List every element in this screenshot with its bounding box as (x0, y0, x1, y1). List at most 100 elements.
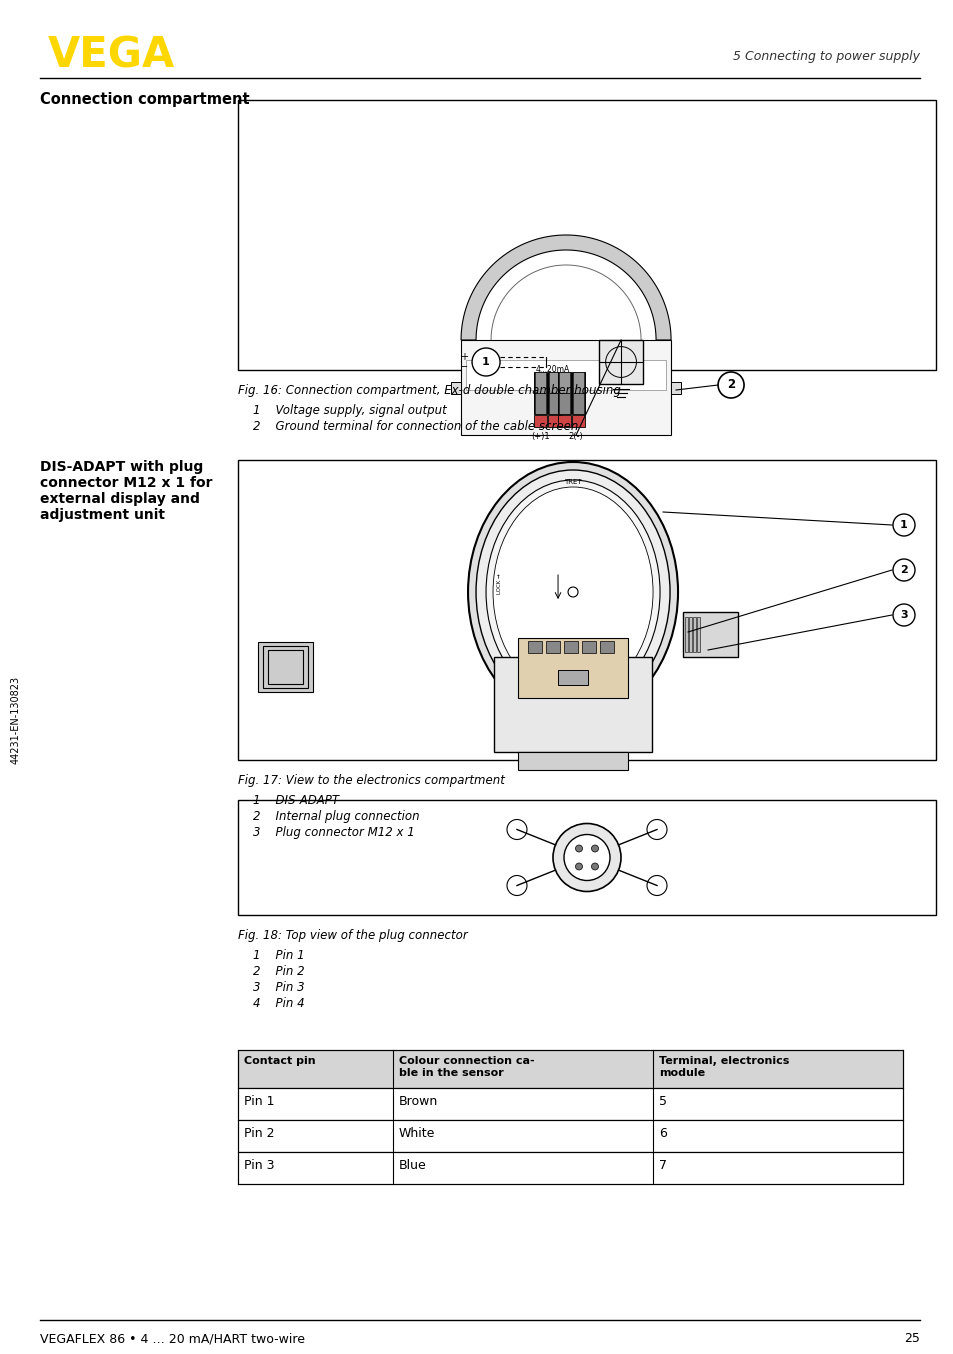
Text: +: + (459, 352, 468, 362)
Bar (572, 414, 584, 427)
Circle shape (718, 372, 743, 398)
Bar (682, 612, 738, 657)
Circle shape (892, 515, 914, 536)
Text: 1    DIS-ADAPT: 1 DIS-ADAPT (253, 793, 338, 807)
Bar (528, 640, 541, 653)
Ellipse shape (468, 462, 678, 722)
Bar (558, 372, 570, 393)
Text: White: White (398, 1127, 435, 1140)
Bar (563, 640, 578, 653)
Bar (237, 1152, 902, 1183)
Bar (549, 372, 559, 393)
Ellipse shape (493, 487, 653, 697)
Text: 6: 6 (659, 1127, 666, 1140)
Text: 3    Plug connector M12 x 1: 3 Plug connector M12 x 1 (253, 826, 415, 839)
Bar (263, 646, 308, 688)
Bar (494, 657, 651, 751)
Bar (558, 670, 587, 685)
Bar (558, 414, 571, 427)
Text: Fig. 16: Connection compartment, Ex-d double chamber housing: Fig. 16: Connection compartment, Ex-d do… (237, 385, 620, 397)
Text: Contact pin: Contact pin (244, 1056, 315, 1066)
Circle shape (575, 845, 582, 852)
Text: 2: 2 (900, 565, 907, 575)
Text: 1    Voltage supply, signal output: 1 Voltage supply, signal output (253, 403, 446, 417)
Circle shape (506, 819, 526, 839)
Bar (684, 617, 687, 653)
Polygon shape (460, 236, 670, 340)
Bar (466, 360, 665, 390)
Circle shape (563, 834, 609, 880)
Text: Brown: Brown (398, 1095, 437, 1108)
Circle shape (591, 845, 598, 852)
Text: VEGA: VEGA (48, 35, 175, 77)
Bar (547, 414, 560, 427)
Text: 5 Connecting to power supply: 5 Connecting to power supply (732, 50, 919, 64)
Text: 2    Pin 2: 2 Pin 2 (253, 965, 304, 978)
Text: adjustment unit: adjustment unit (40, 508, 165, 523)
Text: 2    Internal plug connection: 2 Internal plug connection (253, 810, 419, 823)
Bar (572, 372, 584, 414)
Text: LOCK →: LOCK → (497, 574, 501, 594)
Text: 2: 2 (726, 379, 735, 391)
Bar (573, 372, 583, 393)
Bar (451, 382, 460, 394)
Circle shape (591, 862, 598, 871)
Bar (535, 393, 545, 414)
Text: 5: 5 (659, 1095, 666, 1108)
Text: 4    Pin 4: 4 Pin 4 (253, 997, 304, 1010)
Bar (697, 617, 700, 653)
Bar (688, 617, 691, 653)
Bar (545, 640, 559, 653)
Bar (237, 460, 935, 760)
Bar (534, 414, 546, 427)
Text: 25: 25 (903, 1332, 919, 1345)
Text: Connection compartment: Connection compartment (40, 92, 250, 107)
Bar (599, 640, 614, 653)
Text: Pin 1: Pin 1 (244, 1095, 274, 1108)
Text: Pin 2: Pin 2 (244, 1127, 274, 1140)
Bar (549, 393, 559, 414)
Bar (237, 100, 935, 370)
Bar (573, 393, 583, 414)
Circle shape (553, 823, 620, 891)
Text: 44231-EN-130823: 44231-EN-130823 (11, 676, 21, 764)
Circle shape (575, 862, 582, 871)
Bar (237, 1120, 902, 1152)
Bar (547, 372, 560, 414)
Text: DIS-ADAPT with plug: DIS-ADAPT with plug (40, 460, 203, 474)
Text: 1    Pin 1: 1 Pin 1 (253, 949, 304, 961)
Bar (268, 650, 303, 684)
Text: −: − (459, 362, 468, 372)
Bar (535, 372, 545, 393)
Text: external display and: external display and (40, 492, 200, 506)
Circle shape (892, 559, 914, 581)
Bar (237, 1089, 902, 1120)
Bar (517, 638, 627, 697)
Text: VEGAFLEX 86 • 4 … 20 mA/HART two-wire: VEGAFLEX 86 • 4 … 20 mA/HART two-wire (40, 1332, 305, 1345)
Text: 2(-): 2(-) (567, 432, 582, 441)
Text: (+)1: (+)1 (531, 432, 549, 441)
Text: Colour connection ca-
ble in the sensor: Colour connection ca- ble in the sensor (398, 1056, 534, 1078)
Text: 1: 1 (481, 357, 490, 367)
Text: 2    Ground terminal for connection of the cable screen: 2 Ground terminal for connection of the … (253, 420, 578, 433)
Text: 1: 1 (900, 520, 907, 529)
Bar (558, 372, 571, 414)
Bar (534, 372, 546, 414)
Bar (598, 340, 642, 385)
Bar (237, 1049, 902, 1089)
Text: Fig. 18: Top view of the plug connector: Fig. 18: Top view of the plug connector (237, 929, 467, 942)
Bar (517, 751, 627, 770)
Bar (581, 640, 596, 653)
Text: Fig. 17: View to the electronics compartment: Fig. 17: View to the electronics compart… (237, 774, 504, 787)
Bar (237, 800, 935, 915)
Text: TRET: TRET (563, 479, 581, 485)
Text: 3: 3 (900, 611, 907, 620)
Text: connector M12 x 1 for: connector M12 x 1 for (40, 477, 213, 490)
Text: 4...20mA: 4...20mA (536, 366, 570, 374)
Bar (460, 340, 670, 435)
Text: Blue: Blue (398, 1159, 426, 1173)
Ellipse shape (476, 470, 669, 714)
Bar (257, 642, 313, 692)
Bar (670, 382, 680, 394)
Circle shape (646, 819, 666, 839)
